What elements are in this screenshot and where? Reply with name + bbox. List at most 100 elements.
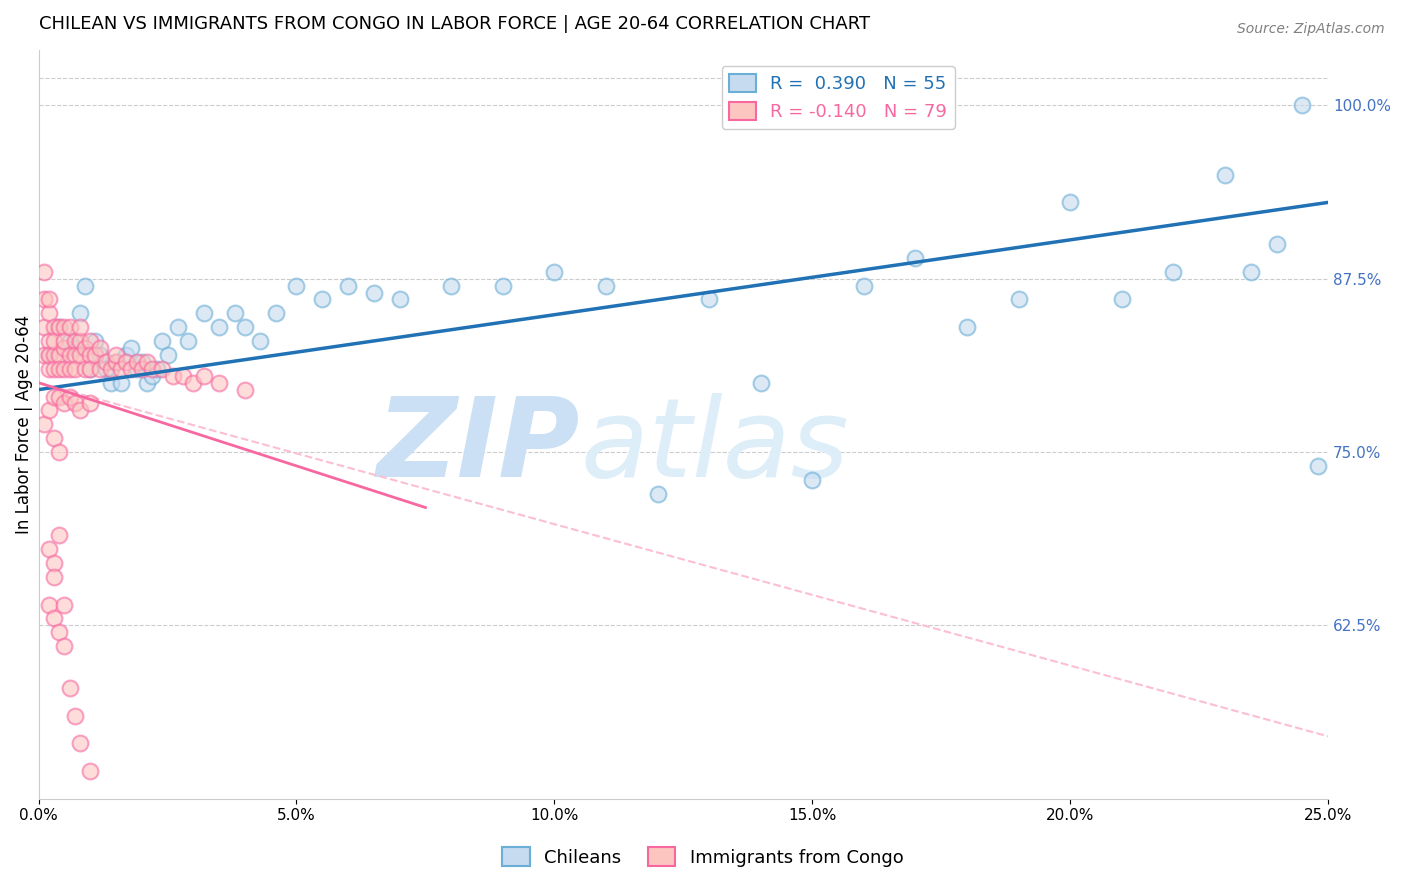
Point <box>104 355 127 369</box>
Point <box>1240 265 1263 279</box>
Point <box>208 376 231 390</box>
Point <box>166 320 188 334</box>
Point <box>104 348 127 362</box>
Point <box>63 361 86 376</box>
Point <box>264 306 287 320</box>
Point <box>1059 195 1081 210</box>
Point <box>110 361 132 376</box>
Point <box>193 368 215 383</box>
Point <box>38 542 60 557</box>
Point <box>38 293 60 307</box>
Point <box>32 265 55 279</box>
Point <box>32 348 55 362</box>
Legend: R =  0.390   N = 55, R = -0.140   N = 79: R = 0.390 N = 55, R = -0.140 N = 79 <box>721 66 955 128</box>
Point <box>48 320 70 334</box>
Point <box>32 320 55 334</box>
Point <box>1163 265 1185 279</box>
Point <box>84 334 107 348</box>
Point <box>48 361 70 376</box>
Text: CHILEAN VS IMMIGRANTS FROM CONGO IN LABOR FORCE | AGE 20-64 CORRELATION CHART: CHILEAN VS IMMIGRANTS FROM CONGO IN LABO… <box>38 15 870 33</box>
Point <box>79 361 101 376</box>
Point <box>42 570 65 584</box>
Point <box>94 355 117 369</box>
Point <box>63 348 86 362</box>
Point <box>146 361 169 376</box>
Point <box>58 390 80 404</box>
Point <box>150 361 173 376</box>
Point <box>53 320 76 334</box>
Point <box>38 361 60 376</box>
Point <box>208 320 231 334</box>
Point <box>69 306 91 320</box>
Point <box>131 361 153 376</box>
Point <box>63 396 86 410</box>
Point <box>125 355 148 369</box>
Point <box>94 361 117 376</box>
Point <box>58 348 80 362</box>
Point <box>104 355 127 369</box>
Point <box>177 334 200 348</box>
Point <box>38 348 60 362</box>
Point <box>150 334 173 348</box>
Point <box>125 361 148 376</box>
Point <box>48 320 70 334</box>
Point <box>32 293 55 307</box>
Point <box>42 361 65 376</box>
Point <box>69 736 91 750</box>
Point <box>1213 168 1236 182</box>
Point <box>388 293 411 307</box>
Point <box>1007 293 1029 307</box>
Point <box>58 681 80 695</box>
Point <box>73 278 96 293</box>
Point <box>48 625 70 640</box>
Point <box>647 486 669 500</box>
Point <box>38 403 60 417</box>
Point <box>337 278 360 293</box>
Point <box>89 341 111 355</box>
Point <box>100 376 122 390</box>
Point <box>285 278 308 293</box>
Point <box>63 341 86 355</box>
Point <box>79 348 101 362</box>
Point <box>233 320 256 334</box>
Point <box>172 368 194 383</box>
Legend: Chileans, Immigrants from Congo: Chileans, Immigrants from Congo <box>495 840 911 874</box>
Point <box>131 355 153 369</box>
Point <box>53 361 76 376</box>
Text: atlas: atlas <box>581 393 849 500</box>
Point <box>904 251 927 265</box>
Point <box>852 278 875 293</box>
Point <box>73 361 96 376</box>
Point <box>42 611 65 625</box>
Point <box>73 341 96 355</box>
Point <box>63 708 86 723</box>
Point <box>193 306 215 320</box>
Point <box>543 265 565 279</box>
Point <box>115 355 138 369</box>
Point <box>48 528 70 542</box>
Point <box>135 376 157 390</box>
Point <box>42 390 65 404</box>
Point <box>79 334 101 348</box>
Point <box>79 764 101 778</box>
Point <box>38 306 60 320</box>
Point <box>42 348 65 362</box>
Point <box>492 278 515 293</box>
Point <box>69 320 91 334</box>
Point <box>69 334 91 348</box>
Point <box>58 320 80 334</box>
Point <box>141 361 163 376</box>
Point <box>89 361 111 376</box>
Point <box>1306 458 1329 473</box>
Point <box>181 376 204 390</box>
Point <box>1291 98 1313 112</box>
Point <box>363 285 385 300</box>
Point <box>42 320 65 334</box>
Point <box>32 417 55 432</box>
Point <box>233 383 256 397</box>
Point <box>58 361 80 376</box>
Point <box>48 445 70 459</box>
Point <box>79 396 101 410</box>
Point <box>1265 237 1288 252</box>
Point <box>956 320 979 334</box>
